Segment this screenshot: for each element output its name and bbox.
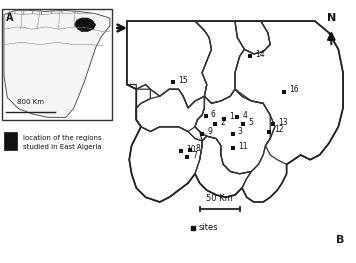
Text: 12: 12	[274, 125, 284, 134]
Text: N: N	[327, 13, 336, 23]
Text: 3: 3	[238, 128, 243, 136]
Text: 6: 6	[211, 110, 216, 119]
Text: 2: 2	[220, 118, 225, 127]
Text: 9: 9	[207, 128, 212, 136]
Polygon shape	[4, 10, 110, 117]
Text: location of the regions: location of the regions	[23, 135, 101, 141]
Text: 7: 7	[192, 151, 197, 160]
Text: 50 Km: 50 Km	[206, 194, 233, 203]
Text: sites: sites	[199, 223, 218, 232]
Text: 15: 15	[178, 76, 188, 85]
Text: 13: 13	[278, 118, 287, 127]
Text: 1: 1	[230, 112, 234, 121]
Text: 10: 10	[186, 145, 196, 154]
Text: 11: 11	[238, 141, 247, 151]
Text: 14: 14	[255, 50, 265, 59]
Text: 800 Km: 800 Km	[17, 99, 44, 105]
Text: 16: 16	[289, 85, 299, 94]
Text: 8: 8	[195, 144, 200, 153]
Text: A: A	[6, 13, 14, 23]
Text: B: B	[336, 235, 344, 245]
Text: 4: 4	[242, 111, 247, 120]
Text: studied in East Algeria: studied in East Algeria	[23, 144, 101, 150]
Polygon shape	[75, 18, 95, 31]
Bar	[4, 133, 17, 150]
Text: 5: 5	[248, 118, 253, 127]
